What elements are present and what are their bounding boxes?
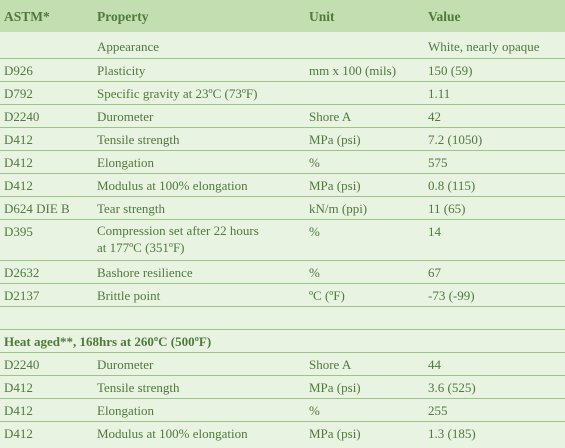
cell-property: Modulus at 100% elongation xyxy=(97,426,248,441)
cell-property: Tensile strength xyxy=(97,380,180,395)
cell-value: White, nearly opaque xyxy=(428,39,540,54)
cell-property: Elongation xyxy=(97,403,155,418)
cell-property: Bashore resilience xyxy=(97,265,193,280)
table-row: D395 Compression set after 22 hours at 1… xyxy=(0,220,565,261)
cell-property: Tear strength xyxy=(97,201,166,216)
table-row: D624 DIE B Tear strength kN/m (ppi) 11 (… xyxy=(0,197,565,220)
cell-value: 67 xyxy=(428,265,441,280)
cell-value: 3.6 (525) xyxy=(428,380,476,395)
heat-aged-title: Heat aged**, 168hrs at 260ºC (500ºF) xyxy=(4,334,212,349)
cell-unit: ºC (ºF) xyxy=(309,288,345,303)
table-row: D412 Elongation % 575 xyxy=(0,151,565,174)
cell-unit: MPa (psi) xyxy=(309,132,361,147)
cell-value: 575 xyxy=(428,155,448,170)
cell-property: Plasticity xyxy=(97,63,146,78)
cell-property: Appearance xyxy=(97,39,160,54)
cell-unit: % xyxy=(309,155,320,170)
table-row: D412 Modulus at 100% elongation MPa (psi… xyxy=(0,174,565,197)
cell-property-line2: at 177ºC (351ºF) xyxy=(97,240,185,255)
cell-property: Specific gravity at 23ºC (73ºF) xyxy=(97,86,258,101)
cell-astm: D792 xyxy=(4,86,33,101)
cell-unit: % xyxy=(309,403,320,418)
cell-unit: mm x 100 (mils) xyxy=(309,63,397,78)
table-row: D412 Tensile strength MPa (psi) 3.6 (525… xyxy=(0,376,565,399)
cell-property: Modulus at 100% elongation xyxy=(97,178,248,193)
table-row: D2240 Durometer Shore A 44 xyxy=(0,353,565,376)
header-property: Property xyxy=(97,9,149,24)
cell-value: 14 xyxy=(428,224,441,239)
header-unit: Unit xyxy=(309,9,335,24)
cell-property: Tensile strength xyxy=(97,132,180,147)
table-row: D412 Tensile strength MPa (psi) 7.2 (105… xyxy=(0,128,565,151)
header-value: Value xyxy=(428,9,461,24)
cell-value: 7.2 (1050) xyxy=(428,132,483,147)
section-row: Heat aged**, 168hrs at 260ºC (500ºF) xyxy=(0,330,565,353)
table-row: D2632 Bashore resilience % 67 xyxy=(0,261,565,284)
table-row: D792 Specific gravity at 23ºC (73ºF) 1.1… xyxy=(0,82,565,105)
cell-value: 11 (65) xyxy=(428,201,466,216)
cell-astm: D412 xyxy=(4,132,33,147)
cell-unit: Shore A xyxy=(309,357,352,372)
table-row: D412 Modulus at 100% elongation MPa (psi… xyxy=(0,422,565,446)
cell-astm: D2240 xyxy=(4,109,40,124)
cell-astm: D412 xyxy=(4,155,33,170)
cell-unit: MPa (psi) xyxy=(309,178,361,193)
cell-astm: D412 xyxy=(4,380,33,395)
cell-unit: Shore A xyxy=(309,109,352,124)
cell-astm: D624 DIE B xyxy=(4,201,70,216)
cell-unit: MPa (psi) xyxy=(309,426,361,441)
cell-astm: D926 xyxy=(4,63,33,78)
cell-astm: D412 xyxy=(4,403,33,418)
cell-unit: % xyxy=(309,265,320,280)
cell-value: 1.3 (185) xyxy=(428,426,476,441)
table-header: ASTM* Property Unit Value xyxy=(0,0,565,32)
table-row: D926 Plasticity mm x 100 (mils) 150 (59) xyxy=(0,59,565,82)
cell-property: Elongation xyxy=(97,155,155,170)
table-row: D412 Elongation % 255 xyxy=(0,399,565,422)
cell-unit: kN/m (ppi) xyxy=(309,201,368,216)
cell-astm: D412 xyxy=(4,178,33,193)
cell-value: 44 xyxy=(428,357,441,372)
cell-value: 1.11 xyxy=(428,86,451,101)
cell-unit: % xyxy=(309,224,320,239)
cell-astm: D395 xyxy=(4,224,33,239)
header-astm: ASTM* xyxy=(4,9,50,24)
table-row: Appearance White, nearly opaque xyxy=(0,32,565,59)
cell-astm: D2240 xyxy=(4,357,40,372)
cell-property: Brittle point xyxy=(97,288,161,303)
cell-value: 255 xyxy=(428,403,448,418)
cell-value: 150 (59) xyxy=(428,63,473,78)
cell-property-line1: Compression set after 22 hours xyxy=(97,223,259,238)
table-row: D2240 Durometer Shore A 42 xyxy=(0,105,565,128)
cell-value: -73 (-99) xyxy=(428,288,475,303)
cell-value: 0.8 (115) xyxy=(428,178,476,193)
cell-unit: MPa (psi) xyxy=(309,380,361,395)
cell-property: Durometer xyxy=(97,357,154,372)
table-row: D2137 Brittle point ºC (ºF) -73 (-99) xyxy=(0,284,565,307)
cell-astm: D2137 xyxy=(4,288,40,303)
spacer-row xyxy=(0,307,565,330)
cell-astm: D2632 xyxy=(4,265,40,280)
cell-astm: D412 xyxy=(4,426,33,441)
cell-value: 42 xyxy=(428,109,441,124)
cell-property: Durometer xyxy=(97,109,154,124)
